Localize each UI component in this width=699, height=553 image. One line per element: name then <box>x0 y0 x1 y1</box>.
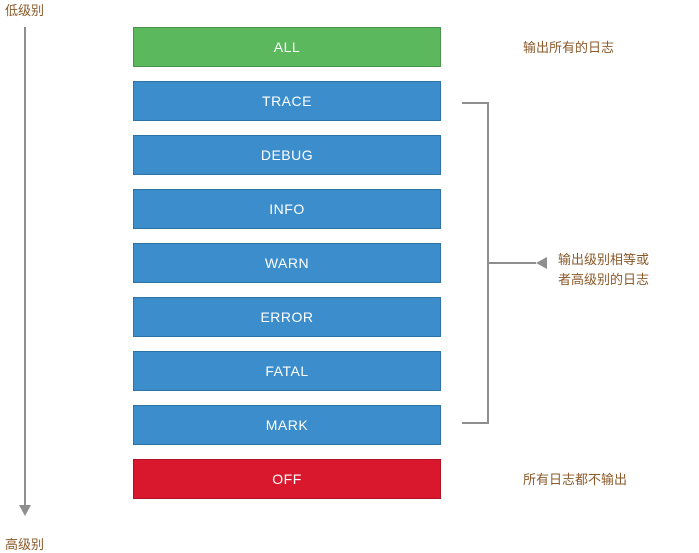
severity-arrow-head-icon <box>19 505 31 516</box>
level-error: ERROR <box>133 297 441 337</box>
severity-arrow-shaft <box>24 27 26 508</box>
range-bracket <box>462 102 489 424</box>
level-off: OFF <box>133 459 441 499</box>
annotation-range-line2: 者高级别的日志 <box>558 272 649 287</box>
level-trace: TRACE <box>133 81 441 121</box>
level-fatal: FATAL <box>133 351 441 391</box>
annotation-range-line1: 输出级别相等或 <box>558 252 649 267</box>
range-arrow-head-icon <box>536 257 547 269</box>
level-stack: ALL TRACE DEBUG INFO WARN ERROR FATAL MARK OFF <box>133 27 441 499</box>
annotation-all: 输出所有的日志 <box>523 38 614 58</box>
axis-label-high: 高级别 <box>5 534 44 553</box>
level-all: ALL <box>133 27 441 67</box>
level-mark: MARK <box>133 405 441 445</box>
annotation-range: 输出级别相等或 者高级别的日志 <box>558 250 649 289</box>
level-info: INFO <box>133 189 441 229</box>
range-arrow-line <box>489 262 536 264</box>
axis-label-low: 低级别 <box>5 0 44 19</box>
level-debug: DEBUG <box>133 135 441 175</box>
level-warn: WARN <box>133 243 441 283</box>
annotation-off: 所有日志都不输出 <box>523 470 627 490</box>
